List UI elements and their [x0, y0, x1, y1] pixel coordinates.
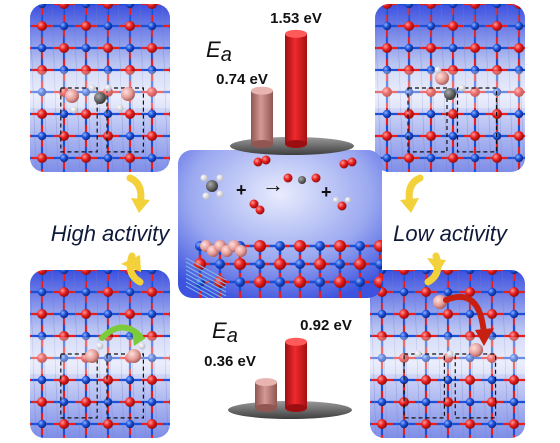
top-chart-bar-2 — [285, 29, 307, 148]
bottom-ea-symbol: Ea — [212, 318, 238, 347]
top-chart-bar-1 — [251, 86, 273, 148]
bottom-chart-bar-1 — [255, 378, 277, 412]
high-activity-label: High activity — [51, 221, 172, 246]
bottom-chart-label-right: 0.92 eV — [300, 317, 352, 334]
top-energy-chart: 0.74 eV 1.53 eV Ea — [206, 10, 354, 155]
reaction-plus-2: + — [321, 182, 332, 202]
panel-center-reaction — [178, 150, 382, 298]
panel-low-activity-bottom — [370, 270, 525, 438]
panel-high-activity-top — [30, 4, 170, 172]
top-ea-symbol: Ea — [206, 37, 232, 66]
panel-low-activity-top — [375, 4, 525, 172]
transition-arrows — [121, 174, 446, 286]
bottom-chart-label-left: 0.36 eV — [204, 353, 256, 370]
yellow-arrow-left-up — [126, 252, 144, 286]
reaction-plus-1: + — [236, 180, 247, 200]
reaction-arrow: → — [262, 172, 284, 197]
top-chart-label-left: 0.74 eV — [216, 71, 268, 88]
bottom-chart-bar-2 — [285, 337, 307, 412]
bottom-energy-chart: 0.36 eV 0.92 eV Ea — [204, 317, 352, 419]
low-activity-label: Low activity — [393, 221, 509, 246]
reaction-scheme: + + → — [236, 172, 332, 202]
top-chart-label-right: 1.53 eV — [270, 10, 322, 27]
panel-high-activity-bottom — [30, 270, 170, 438]
